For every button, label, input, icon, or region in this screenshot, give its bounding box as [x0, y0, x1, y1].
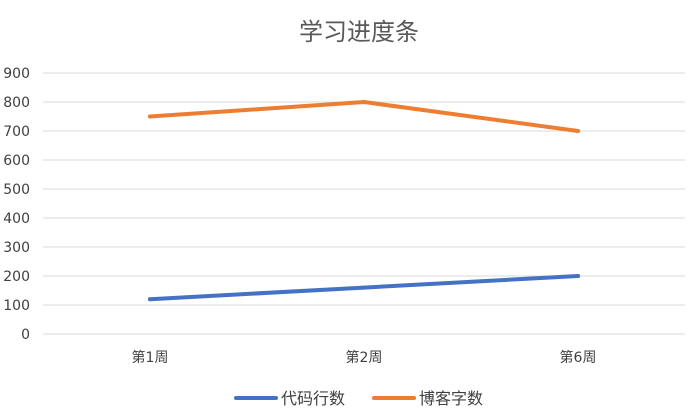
y-tick-label: 0: [21, 327, 30, 343]
x-axis-ticks: 第1周 第2周 第6周: [132, 349, 597, 366]
chart-title: 学习进度条: [299, 18, 419, 46]
legend-label: 博客字数: [419, 389, 483, 408]
data-point: [362, 100, 366, 104]
series-lines: [148, 100, 580, 302]
x-tick-label: 第2周: [346, 349, 383, 366]
y-axis-ticks: 0 100 200 300 400 500 600 700 800 900: [3, 66, 30, 343]
y-tick-label: 400: [3, 211, 30, 227]
data-point: [148, 114, 152, 119]
y-tick-label: 200: [3, 269, 30, 285]
legend-label: 代码行数: [281, 389, 345, 408]
x-tick-label: 第6周: [560, 349, 597, 366]
gridlines: [43, 72, 685, 335]
y-tick-label: 900: [3, 66, 30, 82]
data-point: [576, 129, 580, 133]
y-tick-label: 700: [3, 124, 30, 140]
data-point: [362, 285, 366, 290]
x-tick-label: 第1周: [132, 349, 169, 366]
legend: 代码行数 博客字数: [234, 389, 483, 408]
y-tick-label: 500: [3, 182, 30, 198]
y-tick-label: 100: [3, 298, 30, 314]
data-point: [576, 274, 580, 278]
y-tick-label: 800: [3, 95, 30, 111]
y-tick-label: 300: [3, 240, 30, 256]
data-point: [148, 297, 152, 302]
series-line-1: [148, 100, 580, 133]
y-tick-label: 600: [3, 153, 30, 169]
